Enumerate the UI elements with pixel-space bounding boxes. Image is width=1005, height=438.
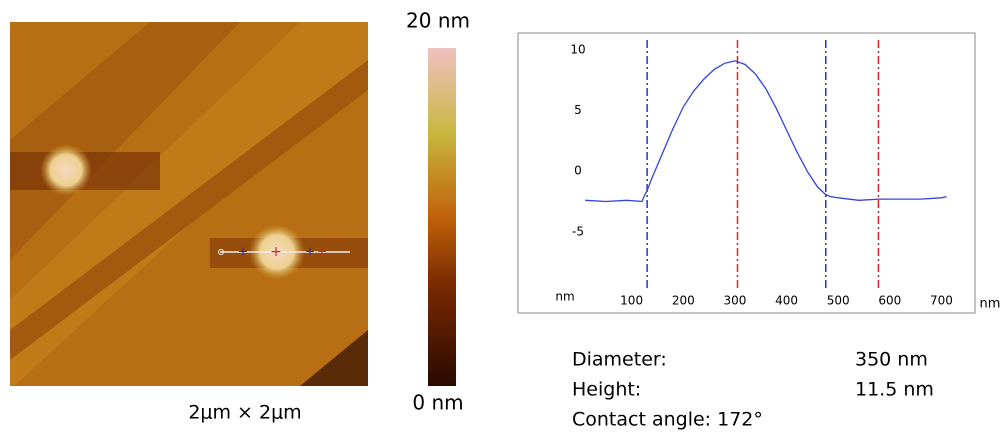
colorbar [428, 48, 456, 386]
measurement-text: Height: [572, 379, 641, 401]
colorbar-bottom: 0 nm [412, 391, 463, 415]
measurement-text: Contact angle: 172° [572, 409, 763, 431]
svg-text:+: + [305, 245, 315, 259]
measurement-text: 11.5 nm [855, 379, 934, 401]
x-tick-label: 500 [827, 294, 850, 308]
profile-line [585, 60, 947, 203]
x-axis-label: nm [980, 297, 1001, 312]
y-axis-label: nm [555, 290, 574, 304]
colorbar-top: 20 nm [406, 9, 470, 33]
x-tick-label: 600 [878, 294, 901, 308]
y-tick-label: 5 [574, 103, 582, 117]
y-tick-label: 0 [574, 164, 582, 178]
measurement-text: 350 nm [855, 349, 928, 371]
x-tick-label: 200 [672, 294, 695, 308]
svg-text:+: + [270, 244, 282, 260]
plot-frame [517, 32, 976, 314]
svg-text:+: + [238, 245, 248, 259]
measurement-text: Diameter: [572, 349, 667, 371]
y-tick-label: -5 [572, 224, 584, 238]
afm-image: + + + + [10, 22, 368, 386]
svg-text:+: + [317, 245, 327, 259]
y-tick-label: 10 [570, 42, 585, 56]
x-tick-label: 700 [930, 294, 953, 308]
x-tick-label: 400 [775, 294, 798, 308]
x-tick-label: 300 [723, 294, 746, 308]
profile-chart: 10 5 0 -5 100 200 300 400 500 600 700 nm nm [555, 40, 1000, 312]
image-caption: 2μm × 2μm [188, 402, 301, 424]
measurements: Diameter: 350 nm Height: 11.5 nm Contact ang… [572, 349, 934, 431]
x-tick-label: 100 [620, 294, 643, 308]
